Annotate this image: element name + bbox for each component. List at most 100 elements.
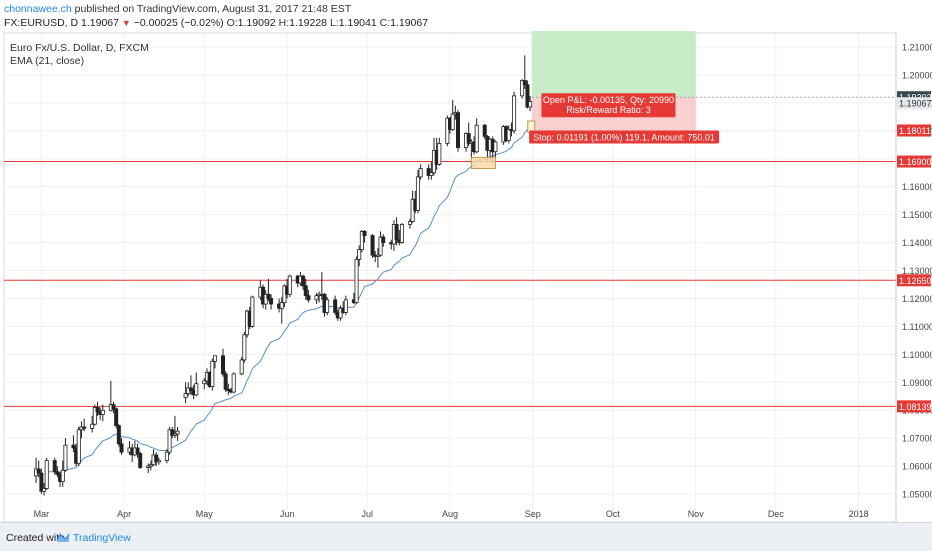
candle-down — [111, 401, 116, 414]
candle-down — [39, 468, 44, 495]
publish-info: chonnawee.ch published on TradingView.co… — [4, 3, 351, 15]
candle-down — [306, 290, 311, 303]
candle-down — [381, 234, 386, 247]
candle-body — [354, 258, 359, 304]
candle-up — [445, 115, 450, 147]
candle-body — [239, 359, 244, 375]
candle-up — [357, 245, 362, 267]
candle-body — [95, 407, 100, 413]
candle-up — [314, 292, 319, 305]
candle-body — [306, 295, 311, 301]
x-tick-label: Mar — [34, 509, 50, 519]
candle-up — [418, 164, 423, 180]
candle-body — [399, 224, 404, 243]
open-value: 1.19092 — [237, 17, 276, 29]
high-label: H: — [278, 17, 290, 29]
y-tick-label: 1.10000 — [902, 350, 932, 360]
profit-zone — [531, 31, 696, 98]
candle-down — [82, 418, 87, 432]
candle-body — [170, 429, 175, 436]
last-price-label: 1.19067 — [899, 99, 932, 109]
candle-body — [445, 117, 450, 144]
quote-line: FX:EURUSD, D 1.19067 ▼ −0.00025 (−0.02%)… — [4, 17, 428, 29]
author-link[interactable]: chonnawee.ch — [4, 3, 72, 15]
candle-body — [429, 172, 434, 176]
candle-body — [450, 113, 455, 130]
chart-grid — [3, 32, 897, 522]
candle-down — [370, 234, 375, 258]
ema-legend[interactable]: EMA (21, close) — [10, 55, 85, 67]
candle-up — [474, 118, 479, 154]
candle-down — [426, 164, 431, 180]
candle-up — [212, 355, 217, 369]
candle-down — [188, 375, 193, 395]
candle-body — [528, 101, 533, 108]
candle-up — [156, 457, 161, 465]
candle-body — [194, 383, 199, 396]
x-tick-label: Apr — [117, 509, 131, 519]
candle-body — [36, 468, 41, 474]
series-legend[interactable]: Euro Fx/U.S. Dollar, D, FXCM — [10, 42, 149, 54]
candle-up — [512, 91, 517, 134]
candle-down — [71, 435, 76, 453]
candle-up — [263, 290, 268, 310]
candle-body — [146, 465, 151, 468]
candle-body — [506, 129, 511, 141]
candle-up — [183, 382, 188, 404]
candle-up — [172, 415, 177, 439]
x-tick-label: Jun — [280, 509, 295, 519]
low-value: 1.19041 — [338, 17, 377, 29]
candle-up — [148, 460, 153, 471]
y-tick-label: 1.12000 — [902, 294, 932, 304]
candle-body — [466, 133, 471, 144]
y-tick-label: 1.05000 — [902, 490, 932, 500]
pnl-label-bg — [541, 93, 676, 118]
candle-up — [325, 297, 330, 316]
candle-body — [231, 373, 236, 393]
time-axis[interactable]: Mar Apr May Jun Jul Aug Sep Oct Nov Dec 2018 — [34, 509, 869, 519]
low-label: L: — [329, 17, 339, 29]
candle-up — [506, 125, 511, 144]
candle-body — [359, 230, 364, 250]
x-tick-label: Sep — [525, 509, 541, 519]
candle-body — [63, 444, 68, 471]
candle-body — [325, 299, 330, 313]
y-tick-label: 1.11000 — [902, 322, 932, 332]
level-price-label: 1.08139 — [899, 402, 932, 412]
pnl-text: Open P&L: -0.00135, Qty: 20990 — [543, 95, 674, 105]
candle-down — [482, 123, 487, 140]
x-tick-label: 2018 — [849, 509, 869, 519]
ema-line — [46, 127, 531, 474]
candle-body — [269, 298, 274, 305]
candle-body — [287, 275, 292, 295]
highlight-box — [470, 156, 496, 170]
candle-body — [42, 488, 47, 492]
candle-up — [250, 295, 255, 328]
candle-body — [183, 393, 188, 399]
candle-body — [100, 409, 105, 415]
candle-up — [167, 426, 172, 455]
tradingview-brand-link[interactable]: TradingView — [73, 532, 131, 544]
candle-up — [415, 169, 420, 214]
candle-body — [370, 235, 375, 256]
candle-body — [111, 404, 116, 410]
price-axis[interactable]: 1.210001.200001.190001.180001.170001.160… — [895, 33, 932, 522]
candle-body — [418, 168, 423, 178]
stop-label-bg — [529, 130, 720, 144]
candle-down — [522, 55, 527, 89]
candle-up — [450, 100, 455, 131]
candle-up — [399, 223, 404, 244]
candle-body — [220, 355, 225, 375]
open-label: O: — [226, 17, 238, 29]
candle-down — [135, 443, 140, 458]
candle-up — [287, 274, 292, 298]
x-tick-label: Aug — [442, 509, 458, 519]
price-chart[interactable]: Open P&L: -0.00135, Qty: 20990Risk/Rewar… — [0, 0, 932, 522]
candle-body — [135, 447, 140, 454]
candle-down — [36, 460, 41, 478]
candle-up — [354, 256, 359, 305]
candle-up — [520, 79, 525, 99]
candle-body — [456, 112, 461, 148]
candle-body — [375, 254, 380, 257]
candle-down — [266, 278, 271, 302]
